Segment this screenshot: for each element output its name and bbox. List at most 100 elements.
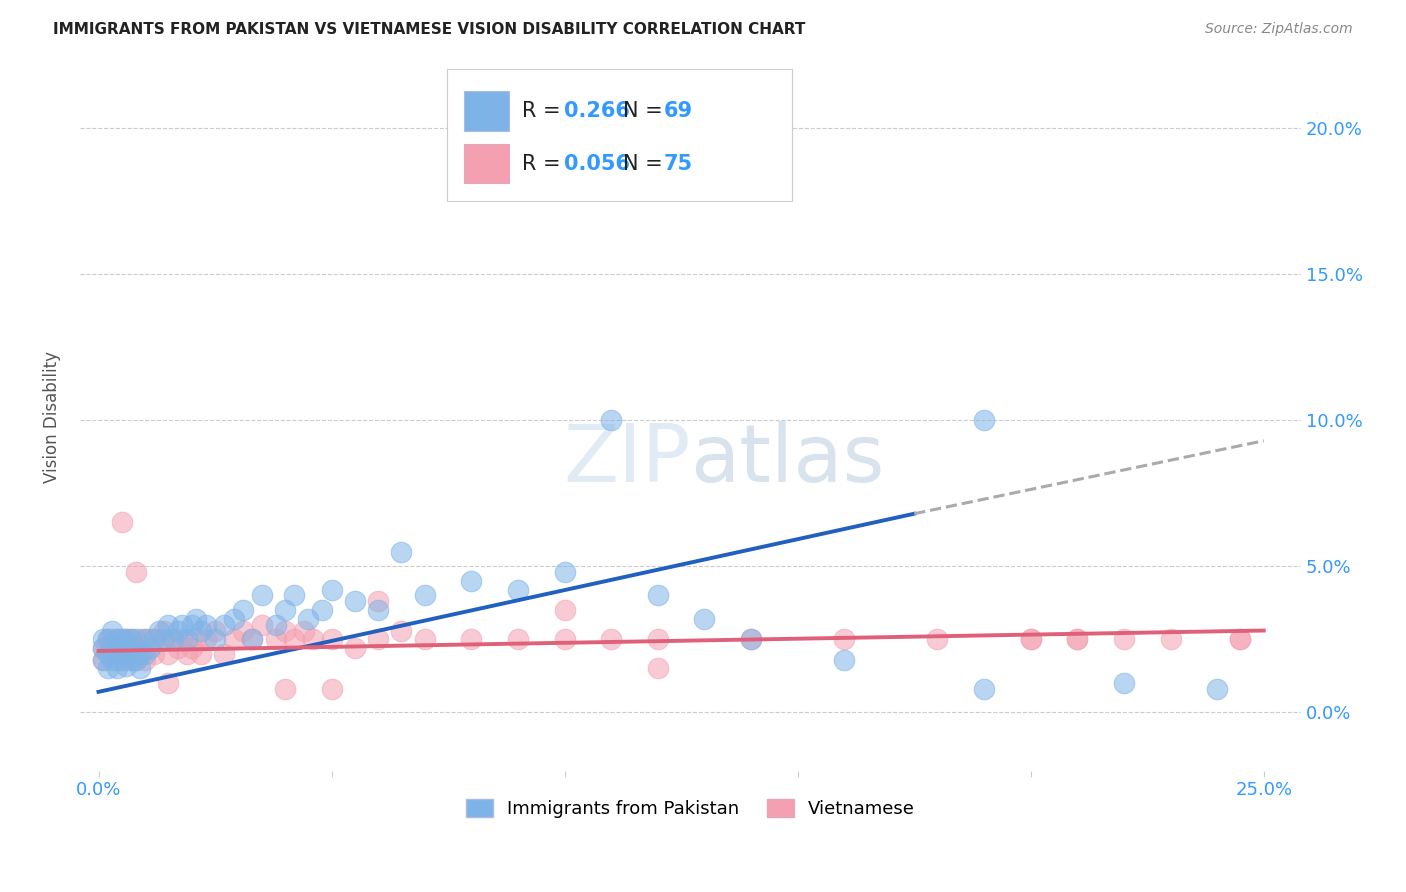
Text: 75: 75 bbox=[664, 153, 693, 174]
Point bbox=[166, 624, 188, 638]
Point bbox=[120, 641, 142, 656]
Legend: Immigrants from Pakistan, Vietnamese: Immigrants from Pakistan, Vietnamese bbox=[458, 791, 922, 825]
Point bbox=[172, 617, 194, 632]
Point bbox=[134, 632, 156, 647]
Point bbox=[139, 641, 162, 656]
Point bbox=[1229, 632, 1251, 647]
Point bbox=[120, 647, 142, 661]
Text: IMMIGRANTS FROM PAKISTAN VS VIETNAMESE VISION DISABILITY CORRELATION CHART: IMMIGRANTS FROM PAKISTAN VS VIETNAMESE V… bbox=[53, 22, 806, 37]
Point bbox=[264, 632, 287, 647]
Point bbox=[321, 681, 343, 696]
Point bbox=[283, 632, 305, 647]
Point bbox=[367, 594, 389, 608]
Point bbox=[91, 641, 114, 656]
Point bbox=[740, 632, 762, 647]
Point bbox=[204, 632, 226, 647]
Point bbox=[180, 617, 202, 632]
Point bbox=[391, 624, 413, 638]
Point bbox=[125, 653, 148, 667]
Point bbox=[1066, 632, 1088, 647]
Point bbox=[91, 653, 114, 667]
Point bbox=[1112, 676, 1135, 690]
Point bbox=[1066, 632, 1088, 647]
Point bbox=[343, 641, 366, 656]
Point bbox=[274, 681, 297, 696]
Point bbox=[297, 612, 319, 626]
Point bbox=[134, 632, 156, 647]
Point bbox=[105, 661, 128, 675]
Point bbox=[91, 641, 114, 656]
Point bbox=[111, 647, 134, 661]
Point bbox=[186, 632, 208, 647]
Point bbox=[321, 632, 343, 647]
Point bbox=[190, 647, 212, 661]
Point bbox=[166, 641, 188, 656]
Text: 0.056: 0.056 bbox=[564, 153, 630, 174]
Point bbox=[139, 641, 162, 656]
Point bbox=[91, 632, 114, 647]
Point bbox=[105, 632, 128, 647]
Point bbox=[143, 632, 166, 647]
Point bbox=[600, 413, 623, 427]
Point bbox=[240, 632, 263, 647]
Point bbox=[134, 653, 156, 667]
Point bbox=[647, 661, 669, 675]
Point bbox=[1229, 632, 1251, 647]
Point bbox=[125, 641, 148, 656]
Point bbox=[194, 632, 217, 647]
Point bbox=[343, 594, 366, 608]
Point bbox=[222, 612, 245, 626]
Point bbox=[105, 647, 128, 661]
Point bbox=[115, 632, 138, 647]
Point bbox=[973, 681, 995, 696]
Point bbox=[274, 603, 297, 617]
Point bbox=[162, 632, 184, 647]
Point bbox=[101, 624, 124, 638]
Text: atlas: atlas bbox=[690, 421, 884, 499]
Point bbox=[554, 565, 576, 579]
Point bbox=[115, 653, 138, 667]
Point bbox=[190, 624, 212, 638]
Point bbox=[97, 632, 120, 647]
Point bbox=[460, 574, 482, 588]
Point bbox=[111, 516, 134, 530]
Text: N =: N = bbox=[623, 153, 669, 174]
Point bbox=[101, 641, 124, 656]
Point bbox=[460, 632, 482, 647]
Point bbox=[232, 624, 254, 638]
Point bbox=[391, 544, 413, 558]
Point bbox=[111, 641, 134, 656]
Point bbox=[283, 589, 305, 603]
Text: R =: R = bbox=[522, 101, 567, 121]
Point bbox=[1112, 632, 1135, 647]
Point bbox=[176, 632, 198, 647]
Point bbox=[250, 589, 273, 603]
Point bbox=[125, 565, 148, 579]
Point bbox=[143, 647, 166, 661]
Point bbox=[693, 612, 716, 626]
Point bbox=[97, 647, 120, 661]
Point bbox=[222, 632, 245, 647]
Point bbox=[143, 632, 166, 647]
Point bbox=[129, 661, 152, 675]
Point bbox=[148, 632, 170, 647]
Point bbox=[139, 632, 162, 647]
Point bbox=[311, 603, 333, 617]
Text: R =: R = bbox=[522, 153, 567, 174]
Point bbox=[1019, 632, 1042, 647]
Point bbox=[214, 617, 236, 632]
Point bbox=[125, 632, 148, 647]
Point bbox=[162, 632, 184, 647]
Point bbox=[1160, 632, 1182, 647]
Point bbox=[115, 647, 138, 661]
Point bbox=[101, 647, 124, 661]
Point bbox=[97, 661, 120, 675]
Text: ZIP: ZIP bbox=[562, 421, 690, 499]
Point bbox=[115, 658, 138, 673]
Point bbox=[91, 653, 114, 667]
Point bbox=[152, 624, 174, 638]
Point bbox=[120, 632, 142, 647]
Point bbox=[97, 632, 120, 647]
Point bbox=[111, 653, 134, 667]
Point bbox=[152, 632, 174, 647]
